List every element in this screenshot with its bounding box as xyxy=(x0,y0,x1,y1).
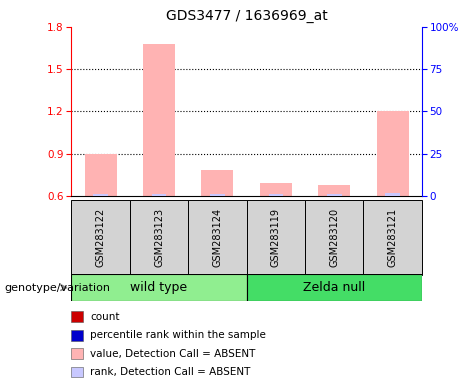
Text: GSM283120: GSM283120 xyxy=(329,208,339,266)
Text: GSM283122: GSM283122 xyxy=(95,207,106,267)
Bar xyxy=(385,193,400,196)
Bar xyxy=(71,274,247,301)
Text: GSM283119: GSM283119 xyxy=(271,208,281,266)
Bar xyxy=(260,183,292,196)
Text: GSM283121: GSM283121 xyxy=(388,208,398,266)
Text: genotype/variation: genotype/variation xyxy=(5,283,111,293)
Bar xyxy=(71,200,130,275)
Bar xyxy=(305,200,363,275)
Bar xyxy=(152,194,166,196)
Bar xyxy=(84,154,117,196)
Bar xyxy=(327,194,342,196)
Bar xyxy=(93,194,108,196)
Bar xyxy=(188,200,247,275)
Text: wild type: wild type xyxy=(130,281,188,294)
Text: value, Detection Call = ABSENT: value, Detection Call = ABSENT xyxy=(90,349,255,359)
Text: GSM283123: GSM283123 xyxy=(154,208,164,266)
Bar xyxy=(130,200,188,275)
Bar xyxy=(247,200,305,275)
Bar xyxy=(268,194,283,196)
Text: percentile rank within the sample: percentile rank within the sample xyxy=(90,330,266,340)
Bar xyxy=(201,170,233,196)
Bar xyxy=(377,111,408,196)
Bar xyxy=(210,194,225,196)
Bar xyxy=(318,185,350,196)
Text: rank, Detection Call = ABSENT: rank, Detection Call = ABSENT xyxy=(90,367,250,377)
Text: GSM283124: GSM283124 xyxy=(213,208,223,266)
Bar xyxy=(143,44,175,196)
Title: GDS3477 / 1636969_at: GDS3477 / 1636969_at xyxy=(166,9,327,23)
Bar xyxy=(363,200,422,275)
Bar xyxy=(247,274,422,301)
Text: Zelda null: Zelda null xyxy=(303,281,366,294)
Text: count: count xyxy=(90,312,119,322)
